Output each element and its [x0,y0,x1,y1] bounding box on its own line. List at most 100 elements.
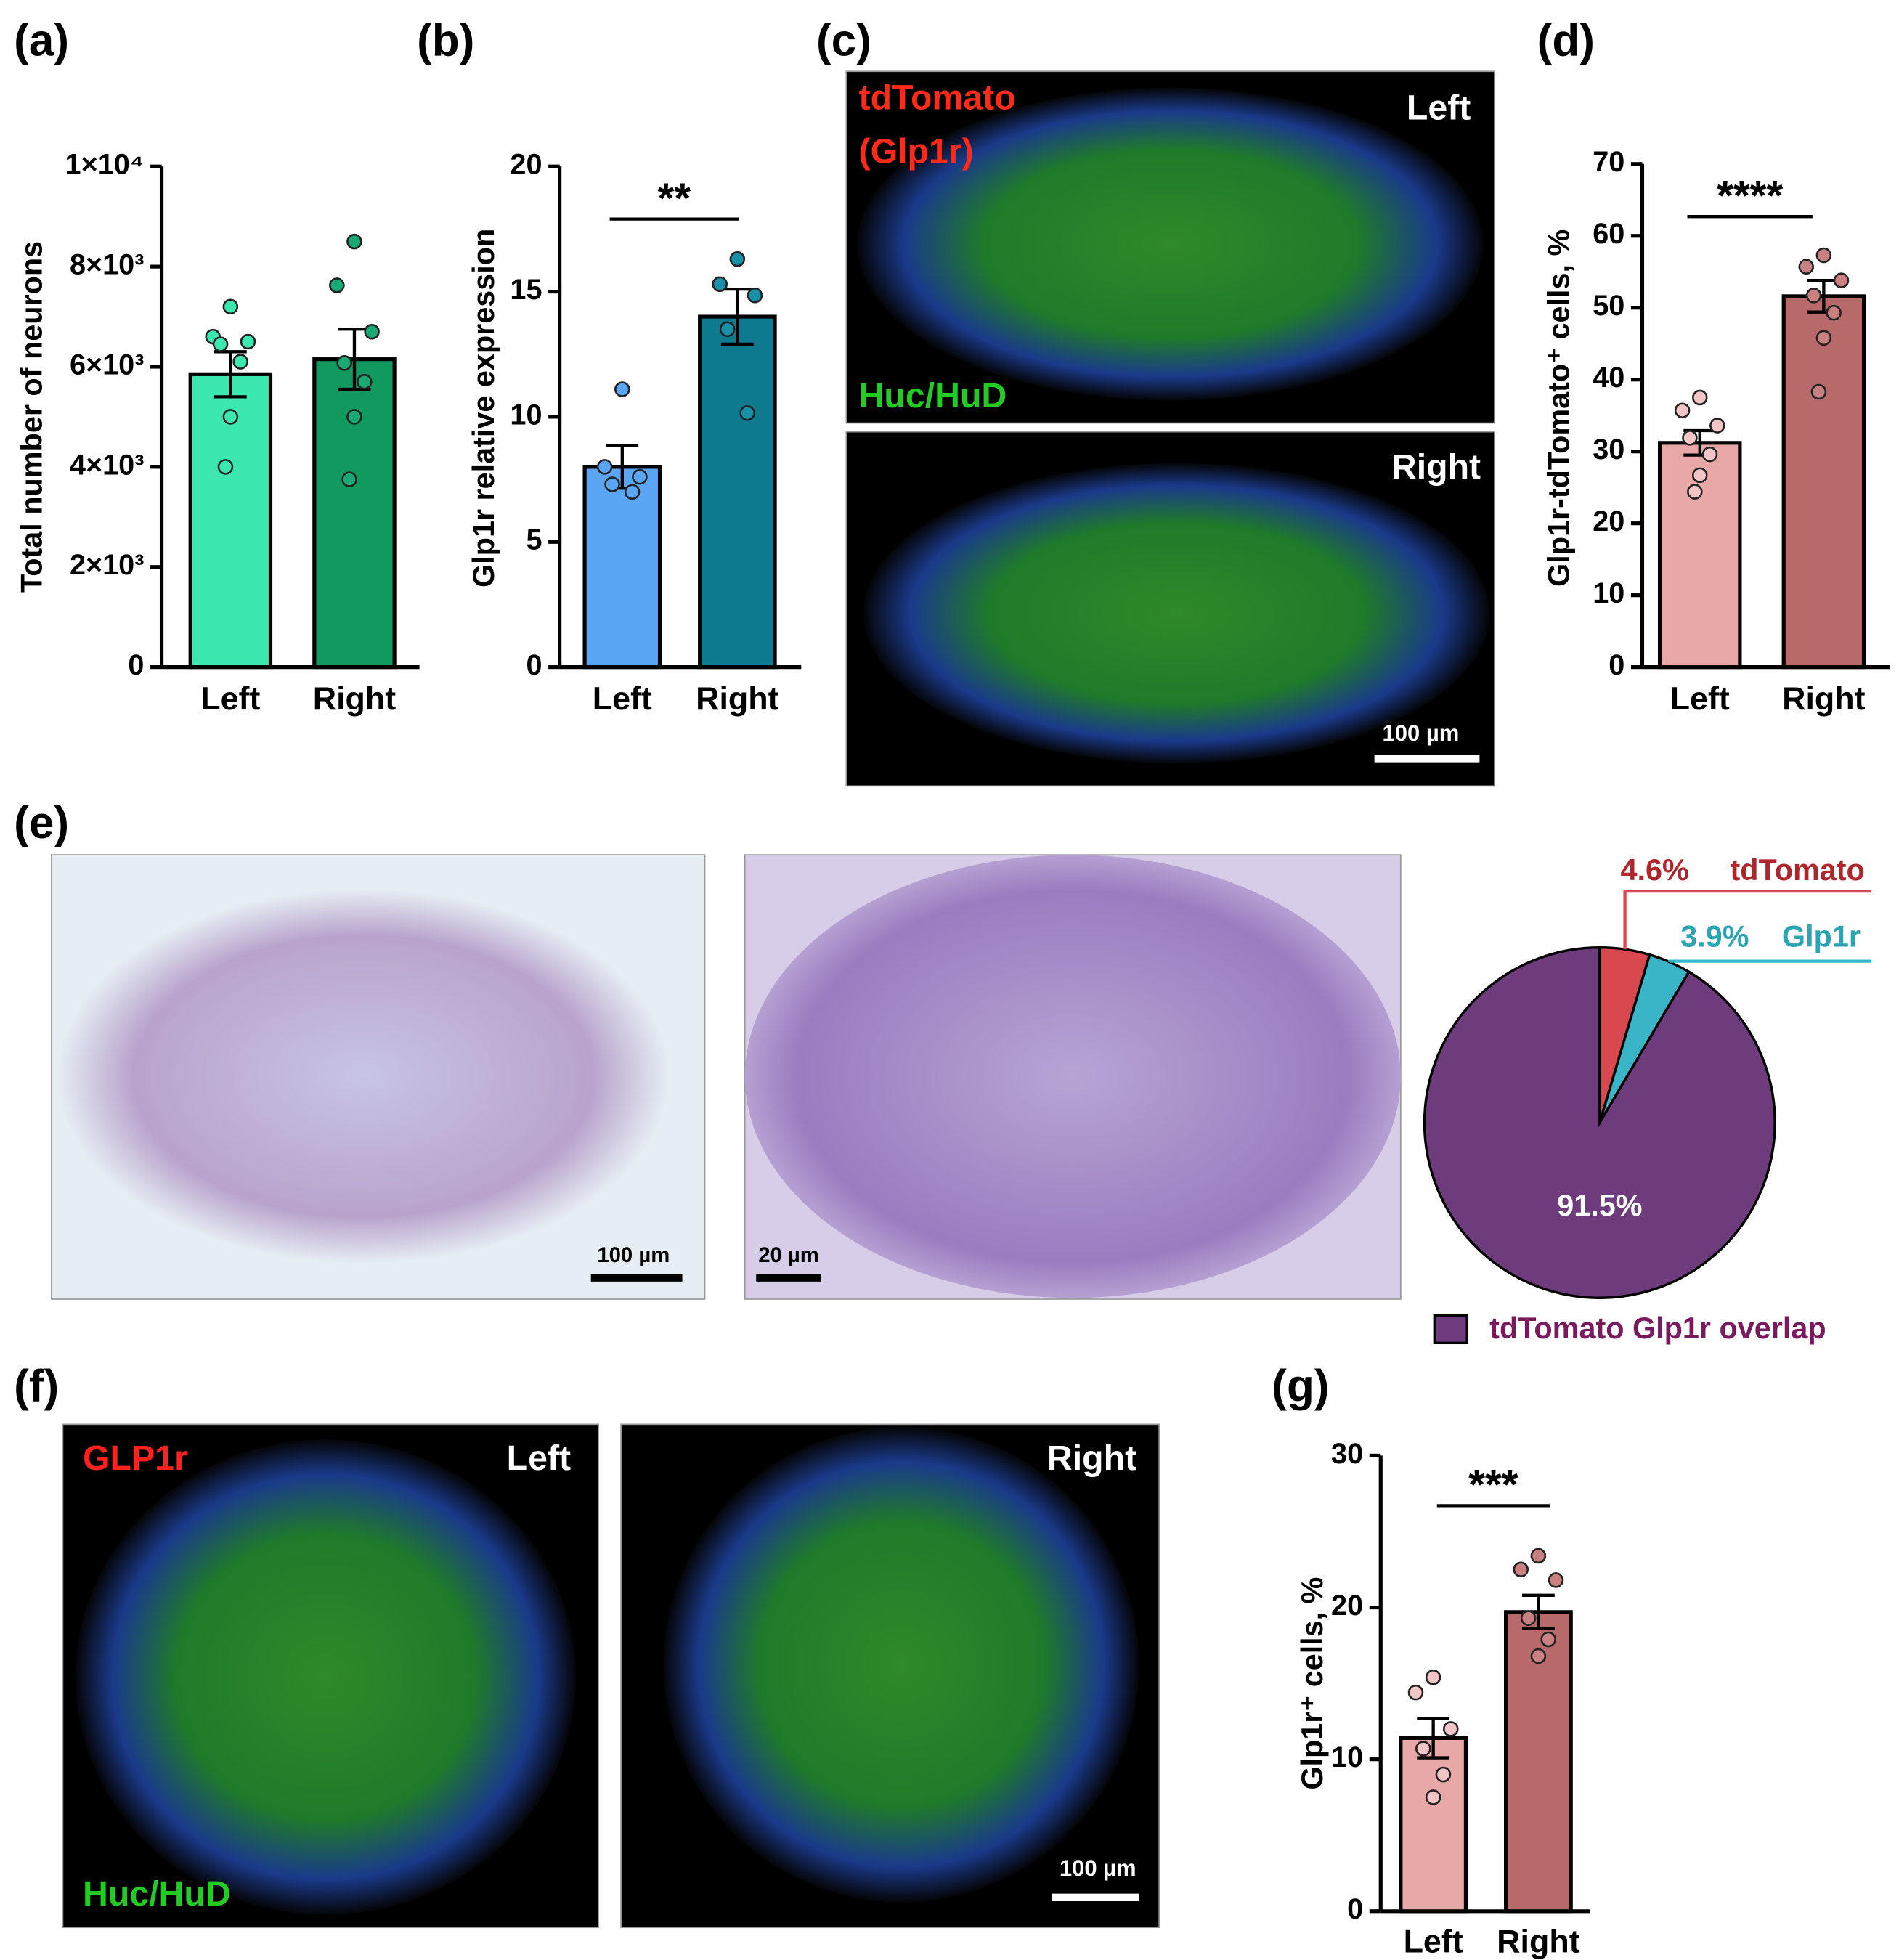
x-tick-label: Left [200,680,260,717]
image-label: 20 µm [758,1243,819,1267]
bar [698,314,777,670]
data-point [1805,288,1822,304]
data-point [1798,259,1815,275]
data-point [232,354,248,370]
error-bar [1417,1738,1450,1760]
error-bar [1522,1611,1555,1630]
error-bar [1522,1593,1555,1612]
data-point [212,336,229,352]
image-label: 100 µm [597,1243,670,1267]
image-label: 100 µm [1382,720,1459,746]
image-label: (Glp1r) [859,132,974,171]
data-point [614,381,630,397]
data-point [1530,1548,1547,1564]
y-tick-label: 30 [1331,1438,1363,1470]
slice-name: tdTomato [1731,853,1865,887]
data-point [222,298,239,315]
data-point [632,468,648,485]
y-tick-label: 30 [1593,434,1624,465]
data-point [1513,1561,1529,1578]
y-tick-label: 60 [1593,218,1624,250]
tissue [663,1426,1139,1903]
y-tick-label: 8×10³ [70,249,144,281]
pie-slice [1423,946,1776,1299]
image-label: tdTomato [859,78,1016,118]
y-axis-label: Glp1r relative expression [467,229,500,587]
significance: ** [658,175,691,222]
image-label: Huc/HuD [859,376,1007,415]
data-point [747,287,763,304]
data-point [222,409,239,425]
tissue [744,855,1401,1298]
bar [1399,1736,1468,1914]
x-tick-label: Left [593,680,652,717]
data-point [1540,1631,1556,1648]
y-tick-label: 40 [1593,362,1624,394]
error-bar [720,287,754,317]
data-point [1435,1766,1452,1783]
x-tick-label: Right [1782,680,1866,717]
data-point [217,459,234,475]
data-point [336,355,352,371]
tissue [857,87,1484,401]
data-point [624,484,641,500]
x-tick-label: Right [313,680,397,717]
data-point [739,404,755,421]
y-tick-label: 6×10³ [70,349,144,381]
value-label: 3.9% [1680,920,1749,953]
x-tick-label: Left [1670,680,1730,717]
panel-label: (g) [1272,1361,1329,1411]
legend-swatch [1433,1314,1468,1345]
image-label: Right [1391,447,1481,487]
data-point [1701,446,1718,463]
data-point [596,459,613,475]
data-point [240,333,256,350]
data-point [1415,1741,1431,1757]
error-bar [214,374,247,399]
bar [582,465,662,670]
y-tick-label: 15 [510,274,542,306]
data-point [712,276,728,293]
data-point [1810,383,1827,400]
callout-line [1668,959,1871,963]
x-tick-label: Right [1497,1923,1580,1959]
y-tick-label: 5 [526,524,542,556]
data-point [1407,1684,1424,1701]
data-point [1425,1789,1441,1805]
error-bar [1417,1717,1450,1739]
y-tick-label: 10 [510,399,542,431]
tissue [75,1439,577,1915]
y-tick-label: 20 [1593,505,1624,537]
data-point [1691,467,1708,484]
image-label: Right [1047,1439,1136,1478]
image-label: 100 µm [1060,1855,1136,1881]
bar [1781,294,1866,670]
image-label: Huc/HuD [83,1874,231,1914]
y-tick-label: 4×10³ [70,449,144,481]
data-point [1826,304,1842,321]
panel-label: (a) [14,16,69,66]
data-point [346,233,362,250]
y-tick-label: 10 [1593,577,1624,609]
panel-label: (f) [14,1361,59,1411]
y-tick-label: 10 [1331,1741,1363,1773]
error-bar [720,317,754,346]
y-tick-label: 50 [1593,290,1624,322]
bar [312,357,397,670]
data-point [1709,418,1725,434]
data-point [1520,1610,1537,1626]
tissue [56,888,670,1264]
data-point [1833,272,1850,288]
data-point [1815,330,1832,346]
image-label: Left [507,1439,571,1478]
data-point [604,476,620,492]
data-point [719,321,736,338]
y-axis-label: Glp1r⁺ cells, % [1296,1577,1329,1790]
data-point [729,251,746,267]
y-tick-label: 70 [1593,146,1624,178]
data-point [1815,247,1832,264]
y-tick-label: 0 [128,649,144,681]
slice-name: Glp1r [1782,920,1861,953]
data-point [1674,402,1691,419]
